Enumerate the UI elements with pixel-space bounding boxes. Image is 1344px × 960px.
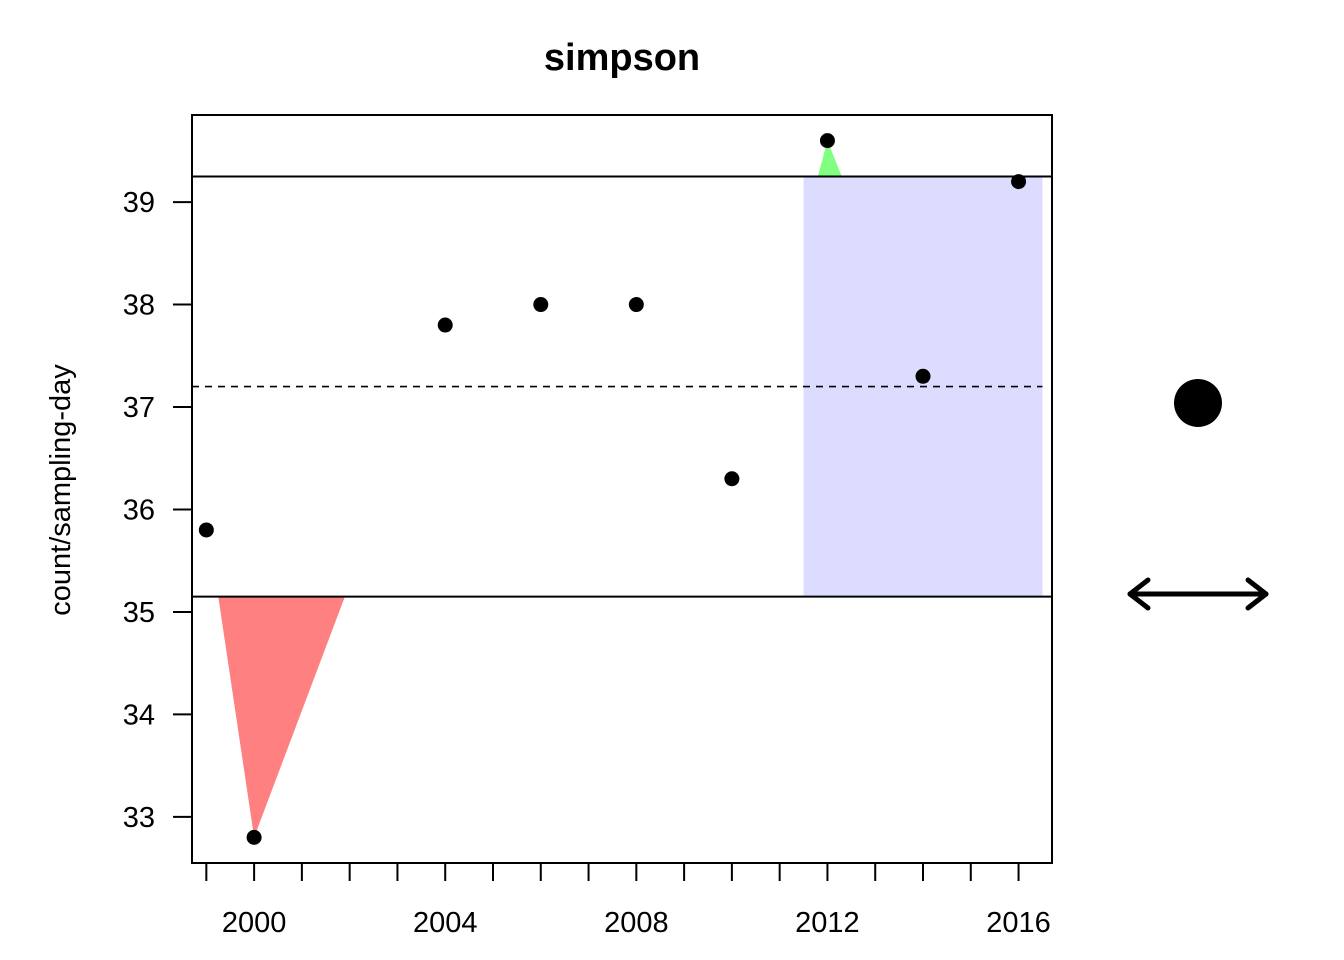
y-tick-label: 37 — [123, 392, 155, 424]
high-excursion — [817, 140, 842, 177]
data-point — [819, 133, 835, 149]
low-excursion — [218, 596, 345, 838]
data-point — [915, 368, 931, 384]
data-point — [1011, 174, 1027, 190]
y-tick-label: 34 — [123, 699, 155, 731]
y-tick-label: 38 — [123, 290, 155, 322]
plot-frame — [191, 114, 1053, 864]
data-point — [437, 317, 453, 333]
plot-area — [191, 114, 1053, 864]
y-tick-label: 33 — [123, 802, 155, 834]
x-tick-label: 2004 — [413, 907, 478, 939]
legend — [1127, 379, 1269, 611]
data-point — [628, 297, 644, 313]
data-point — [246, 829, 262, 845]
x-tick-label: 2000 — [222, 907, 287, 939]
y-axis: 33 34 35 36 37 38 39 — [123, 187, 192, 834]
y-tick-label: 35 — [123, 597, 155, 629]
data-point — [198, 522, 214, 538]
x-tick-label: 2012 — [795, 907, 860, 939]
double-headed-arrow-icon — [1127, 577, 1269, 611]
y-tick-label: 39 — [123, 187, 155, 219]
data-point — [533, 297, 549, 313]
y-axis-label: count/sampling-day — [45, 364, 77, 616]
data-point — [724, 471, 740, 487]
x-tick-label: 2016 — [986, 907, 1051, 939]
y-tick-label: 36 — [123, 494, 155, 526]
chart-title: simpson — [544, 37, 700, 79]
filled-circle-icon — [1174, 379, 1222, 427]
x-axis: 2000 2004 2008 2012 2016 — [205, 863, 1051, 939]
x-tick-label: 2008 — [604, 907, 669, 939]
